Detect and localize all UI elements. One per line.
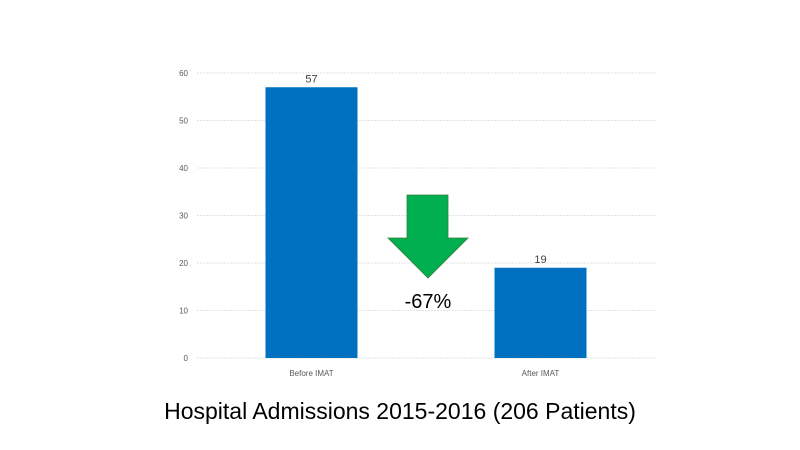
bar [265, 87, 358, 358]
bar-value-label: 57 [305, 73, 317, 85]
y-tick-label: 30 [179, 212, 188, 221]
reduction-percentage-label: -67% [405, 291, 452, 313]
bars [265, 87, 587, 358]
reduction-annotation: -67% [387, 194, 469, 313]
y-tick-label: 0 [184, 354, 189, 363]
y-tick-label: 50 [179, 117, 188, 126]
y-axis-tick-labels: 0 10 20 30 40 50 60 [179, 69, 188, 363]
y-tick-label: 20 [179, 259, 188, 268]
down-arrow-icon [387, 194, 469, 279]
bar [494, 267, 587, 358]
category-label: Before IMAT [289, 369, 333, 378]
data-labels: 57 19 [305, 73, 546, 266]
category-labels: Before IMAT After IMAT [289, 369, 559, 378]
y-tick-label: 40 [179, 164, 188, 173]
y-tick-label: 60 [179, 69, 188, 78]
chart-title: Hospital Admissions 2015-2016 (206 Patie… [164, 398, 636, 424]
bar-value-label: 19 [534, 254, 546, 266]
category-label: After IMAT [522, 369, 560, 378]
y-tick-label: 10 [179, 307, 188, 316]
